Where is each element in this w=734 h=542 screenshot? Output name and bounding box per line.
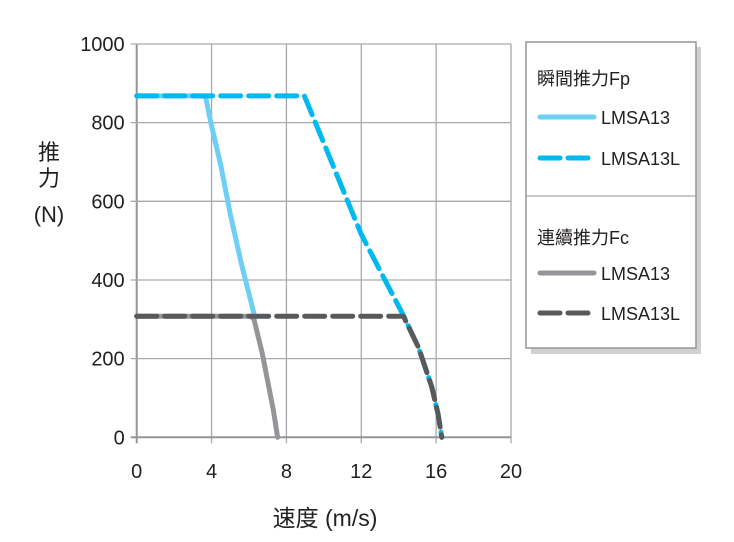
y-tick-label: 1000 [80, 34, 125, 56]
legend-label: LMSA13 [601, 108, 670, 128]
y-axis-label-line: 力 [38, 166, 60, 191]
y-tick-label: 600 [91, 191, 124, 213]
series-line-lmsa13-peak [134, 93, 257, 317]
series-lines [134, 93, 445, 440]
x-tick-label: 0 [131, 461, 142, 483]
series-line-lmsa13l-continuous [134, 313, 445, 440]
y-tick-label: 200 [91, 349, 124, 371]
x-tick-label: 12 [350, 461, 372, 483]
legend-box [525, 41, 697, 349]
legend-label: LMSA13 [601, 264, 670, 284]
grid [130, 43, 512, 444]
y-tick-label: 0 [114, 427, 125, 449]
legend-group-title: 瞬間推力Fp [537, 69, 630, 89]
series-line-lmsa13-continuous [134, 313, 281, 440]
y-axis-label-line: 推 [38, 140, 60, 165]
y-axis-label-line: (N) [34, 202, 65, 227]
legend-group-title: 連續推力Fc [537, 228, 629, 248]
x-tick-label: 20 [500, 461, 522, 483]
x-tick-label: 16 [425, 461, 447, 483]
x-tick-label: 4 [206, 461, 217, 483]
legend-label: LMSA13L [601, 149, 680, 169]
legend-label: LMSA13L [601, 304, 680, 324]
x-tick-label: 8 [281, 461, 292, 483]
y-tick-label: 800 [91, 113, 124, 135]
y-axis-label: 推 力 (N) [34, 140, 65, 227]
series-line-lmsa13l-peak [134, 93, 445, 440]
legend: 瞬間推力Fp LMSA13 LMSA13L 連續推力Fc LMSA13 LMSA… [525, 41, 701, 354]
y-tick-label: 400 [91, 270, 124, 292]
x-axis-label: 速度 (m/s) [273, 505, 378, 531]
